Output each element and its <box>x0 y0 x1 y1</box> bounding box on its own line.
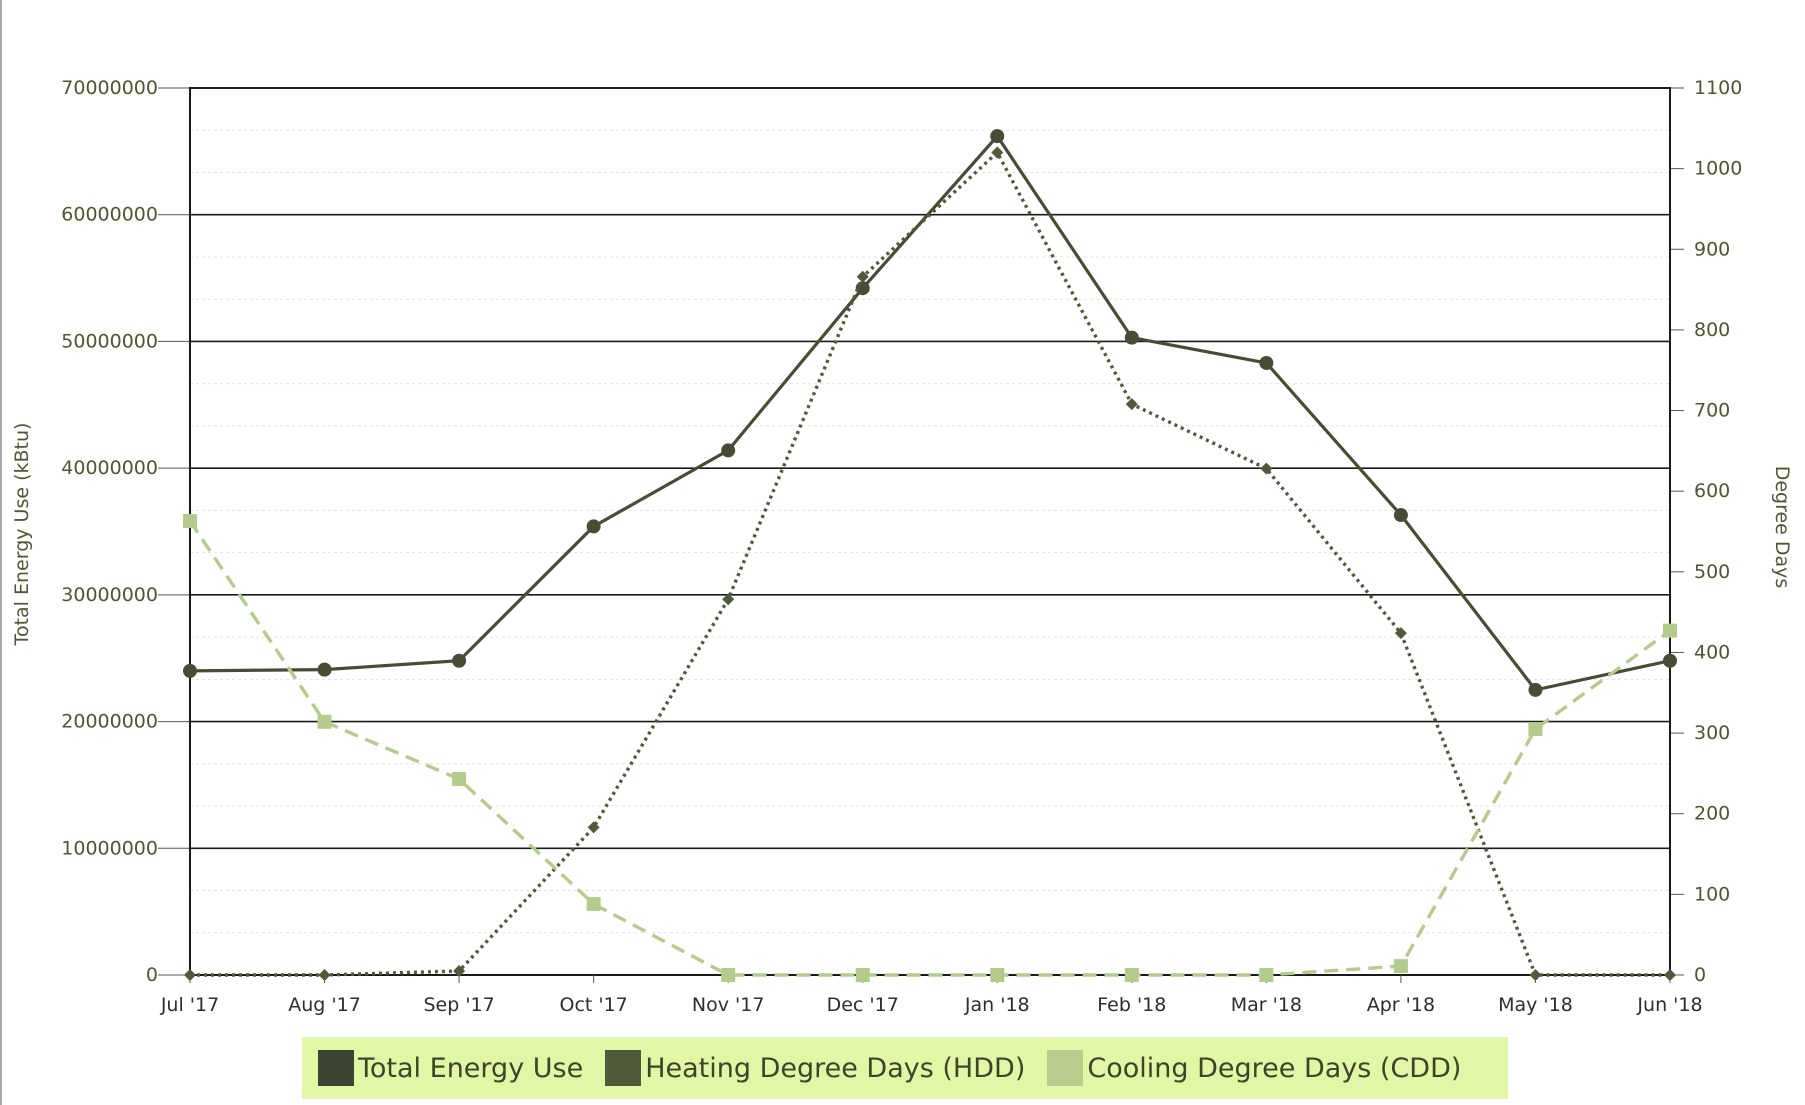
data-point <box>1528 682 1543 697</box>
data-point <box>183 514 197 529</box>
data-point <box>855 281 870 296</box>
y-left-tick-label: 20000000 <box>61 711 158 733</box>
data-point <box>991 146 1004 159</box>
legend-label: Cooling Degree Days (CDD) <box>1087 1052 1462 1084</box>
x-tick-label: Sep '17 <box>423 994 494 1016</box>
x-tick-label: May '18 <box>1498 994 1573 1016</box>
x-tick-label: Jan '18 <box>964 994 1030 1016</box>
grid <box>190 87 1670 976</box>
y-right-tick-label: 500 <box>1694 561 1730 583</box>
data-point <box>1393 508 1408 523</box>
data-point <box>855 968 870 982</box>
data-point <box>587 821 600 834</box>
data-point <box>856 270 869 283</box>
data-point <box>586 519 601 534</box>
y-right-tick-label: 600 <box>1694 480 1730 502</box>
series-lines <box>183 129 1677 982</box>
x-tick-label: Aug '17 <box>288 994 361 1016</box>
data-point <box>1260 462 1273 475</box>
y-right-tick-label: 800 <box>1694 319 1730 341</box>
data-point <box>721 443 736 458</box>
y-left-tick-label: 50000000 <box>61 330 158 352</box>
legend-swatch <box>1047 1050 1084 1086</box>
axes: 0 10000000 20000000 30000000 40000000 5000000… <box>61 77 1742 1016</box>
data-point <box>1125 398 1138 411</box>
y-right-tick-label: 200 <box>1694 803 1730 825</box>
x-tick-label: Feb '18 <box>1097 994 1166 1016</box>
x-tick-label: Apr '18 <box>1367 994 1435 1016</box>
data-point <box>1259 355 1274 370</box>
data-point <box>1394 627 1407 640</box>
x-tick-label: Jul '17 <box>160 994 219 1016</box>
data-point <box>1663 653 1677 668</box>
data-point <box>721 968 736 982</box>
data-point <box>1663 623 1677 638</box>
y-left-tick-label: 30000000 <box>61 584 158 606</box>
x-tick-label: Mar '18 <box>1231 994 1302 1016</box>
data-point <box>586 897 601 912</box>
legend: Total Energy Use Heating Degree Days (HD… <box>302 1037 1508 1099</box>
data-point <box>1529 969 1542 981</box>
data-point <box>990 129 1005 144</box>
data-point <box>1124 330 1139 345</box>
data-point <box>317 662 332 677</box>
data-point <box>1528 722 1543 737</box>
legend-label: Heating Degree Days (HDD) <box>645 1052 1026 1084</box>
data-point <box>1259 968 1274 982</box>
y-axis-right-title: Degree Days <box>1771 466 1793 589</box>
y-right-tick-label: 700 <box>1694 400 1730 422</box>
y-right-tick-label: 0 <box>1694 964 1706 986</box>
plot-border <box>189 87 1671 976</box>
y-right-tick-label: 100 <box>1694 883 1730 905</box>
data-point <box>722 593 735 606</box>
chart: 0 10000000 20000000 30000000 40000000 5000000… <box>11 77 1793 1016</box>
y-left-tick-label: 70000000 <box>61 77 158 99</box>
y-right-tick-label: 1100 <box>1694 77 1742 99</box>
data-point <box>317 714 332 729</box>
x-tick-label: Oct '17 <box>559 994 627 1016</box>
data-point <box>990 968 1005 982</box>
y-right-tick-label: 1000 <box>1694 158 1742 180</box>
y-axis-left-title: Total Energy Use (kBtu) <box>11 423 33 647</box>
data-point <box>1124 968 1139 982</box>
series-line <box>190 149 1670 977</box>
x-tick-label: Nov '17 <box>692 994 765 1016</box>
data-point <box>453 964 466 977</box>
data-point <box>1664 969 1676 981</box>
y-left-tick-label: 0 <box>146 964 158 986</box>
legend-swatch <box>318 1050 354 1086</box>
data-point <box>318 969 331 981</box>
data-point <box>184 969 196 981</box>
legend-item-cdd[interactable]: Cooling Degree Days (CDD) <box>1047 1050 1461 1086</box>
data-point <box>452 653 467 668</box>
legend-item-total-energy[interactable]: Total Energy Use <box>318 1050 583 1086</box>
y-left-tick-label: 10000000 <box>61 837 158 859</box>
series-line <box>188 520 1672 977</box>
series-line <box>189 133 1671 692</box>
y-right-tick-label: 300 <box>1694 722 1730 744</box>
y-right-tick-label: 900 <box>1694 238 1730 260</box>
data-point <box>452 772 467 787</box>
y-left-tick-label: 40000000 <box>61 457 158 479</box>
legend-swatch <box>605 1050 642 1086</box>
y-left-tick-label: 60000000 <box>61 204 158 226</box>
data-point <box>1393 959 1408 974</box>
x-tick-label: Jun '18 <box>1636 994 1702 1016</box>
legend-item-hdd[interactable]: Heating Degree Days (HDD) <box>605 1050 1025 1086</box>
legend-label: Total Energy Use <box>358 1052 584 1084</box>
y-right-tick-label: 400 <box>1694 641 1730 663</box>
x-tick-label: Dec '17 <box>827 994 899 1016</box>
data-point <box>183 663 197 678</box>
